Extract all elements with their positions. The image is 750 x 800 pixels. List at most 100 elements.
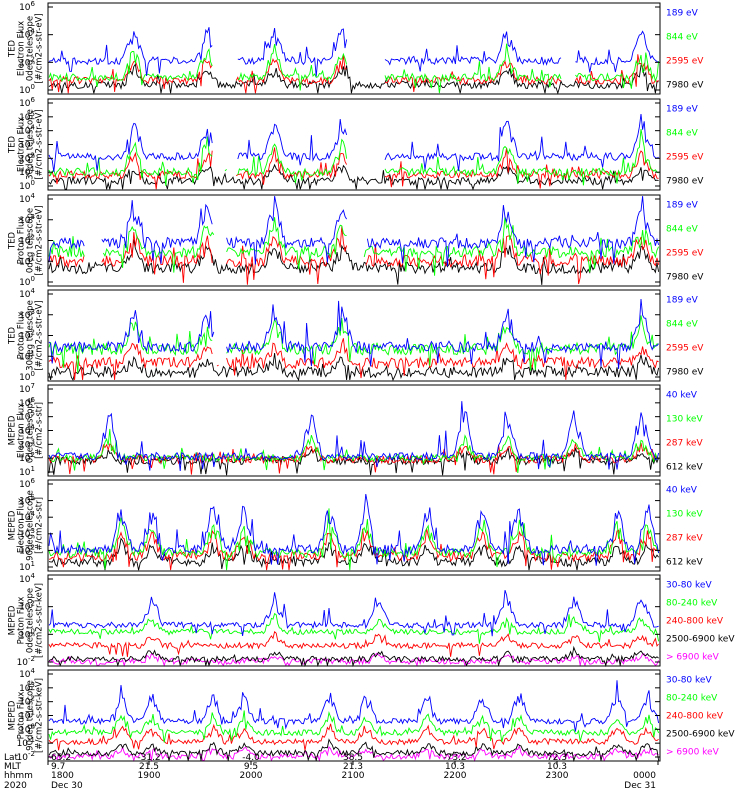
footer-value: 72.3 [547, 753, 567, 763]
panel-frame [47, 669, 661, 762]
footer-value: 38.5 [343, 753, 363, 763]
legend-entry: 189 eV [666, 296, 699, 306]
legend-entry: > 6900 keV [666, 748, 720, 758]
series-7-5 [48, 590, 659, 637]
y-axis-label: TEDElectron Flux30deg telescope[#/cm2-s-… [8, 109, 45, 180]
footer-value: 9.7 [51, 762, 65, 772]
legend-entry: 844 eV [666, 33, 699, 43]
footer-value: 65.2 [51, 753, 71, 763]
series-7-3 [48, 630, 659, 657]
series-1-3 [48, 43, 660, 94]
legend-entry: 130 keV [666, 415, 703, 425]
footer-row-label: Lat [4, 753, 19, 763]
series-6-3 [48, 508, 660, 571]
footer-value: 0000 [633, 771, 656, 781]
footer-row-label: 2020 [4, 781, 27, 791]
footer-value: 1900 [138, 771, 161, 781]
legend-entry: 240-800 keV [666, 712, 724, 722]
legend-entry: 287 keV [666, 534, 703, 544]
legend-entry: 612 keV [666, 558, 703, 568]
legend-entry: 7980 eV [666, 177, 704, 187]
footer-value: 9.5 [244, 762, 258, 772]
legend-entry: 612 keV [666, 463, 703, 473]
series-3-3 [48, 216, 660, 276]
series-3-1 [48, 239, 660, 285]
series-2-1 [48, 163, 659, 191]
series-1-2 [48, 54, 659, 94]
legend-entry: 844 eV [666, 129, 699, 139]
legend-entry: 2500-6900 keV [666, 635, 735, 645]
y-tick-label: 100 [19, 83, 35, 96]
legend-entry: 189 eV [666, 105, 699, 115]
legend-entry: 2595 eV [666, 249, 704, 259]
series-8-1 [48, 744, 659, 763]
series-1-1 [48, 63, 659, 95]
y-tick-label: 106 [19, 477, 35, 490]
footer-value: 2300 [546, 771, 569, 781]
series-2-3 [48, 129, 659, 186]
series-2-2 [48, 147, 659, 190]
legend-entry: 7980 eV [666, 81, 704, 91]
legend-entry: 2595 eV [666, 153, 704, 163]
y-tick-label: 100 [19, 179, 35, 192]
footer-row-label: hhmm [4, 771, 33, 781]
series-7-4 [48, 612, 660, 644]
y-axis-label: MEPEDProton Flux90deg telescope[#/cm2-s-… [8, 678, 45, 753]
series-7-1 [48, 652, 660, 667]
series-3-4 [48, 196, 660, 267]
y-tick-label: 104 [19, 192, 35, 205]
y-tick-label: 104 [19, 572, 35, 585]
series-6-4 [48, 494, 660, 566]
series-5-3 [48, 428, 659, 473]
footer-value: Dec 31 [624, 781, 656, 791]
y-axis-label: TEDElectron Flux0deg telescope[#/cm2-s-s… [8, 13, 45, 83]
y-axis-label: MEPEDElectron Flux90deg telescope[#/cm2-… [8, 490, 45, 561]
series-7-2 [48, 645, 659, 668]
legend-entry: 2595 eV [666, 57, 704, 67]
y-tick-label: 104 [19, 287, 35, 300]
legend-entry: 287 keV [666, 439, 703, 449]
series-3-2 [48, 226, 660, 285]
footer-value: 2200 [444, 771, 467, 781]
legend-entry: 40 keV [666, 391, 698, 401]
series-4-1 [48, 352, 660, 382]
y-tick-label: 106 [19, 0, 35, 13]
footer-value: Dec 30 [51, 781, 83, 791]
legend-entry: 7980 eV [666, 368, 704, 378]
footer-value: -31.2 [137, 753, 160, 763]
legend-entry: 30-80 keV [666, 676, 712, 686]
series-4-4 [48, 298, 659, 370]
series-2-4 [48, 114, 659, 173]
legend-entry: 7980 eV [666, 273, 704, 283]
series-4-2 [48, 338, 659, 380]
footer-value: 21.3 [343, 762, 363, 772]
y-axis-label: TEDProton Flux30deg telescope[#/cm2-s-st… [8, 300, 45, 371]
legend-entry: 2500-6900 keV [666, 730, 735, 740]
footer-value: -73.2 [443, 753, 466, 763]
series-8-4 [48, 710, 660, 743]
legend-entry: 80-240 keV [666, 694, 718, 704]
footer-row-label: MLT [4, 762, 22, 772]
legend-entry: 189 eV [666, 9, 699, 19]
panel-frame [47, 574, 661, 667]
footer-value: 1800 [51, 771, 74, 781]
legend-entry: 130 keV [666, 510, 703, 520]
y-axis-label: MEPEDProton Flux0deg telescope[#/cm2-s-s… [8, 583, 45, 658]
legend-entry: 844 eV [666, 320, 699, 330]
series-1-4 [48, 27, 659, 77]
series-5-4 [48, 401, 660, 472]
y-tick-label: 104 [19, 667, 35, 680]
footer-value: 10.3 [547, 762, 567, 772]
legend-entry: 2595 eV [666, 344, 704, 354]
panel-frame [47, 479, 661, 572]
footer-value: 21.5 [139, 762, 159, 772]
legend-entry: 240-800 keV [666, 617, 724, 627]
legend-entry: > 6900 keV [666, 653, 720, 663]
legend-entry: 40 keV [666, 486, 698, 496]
